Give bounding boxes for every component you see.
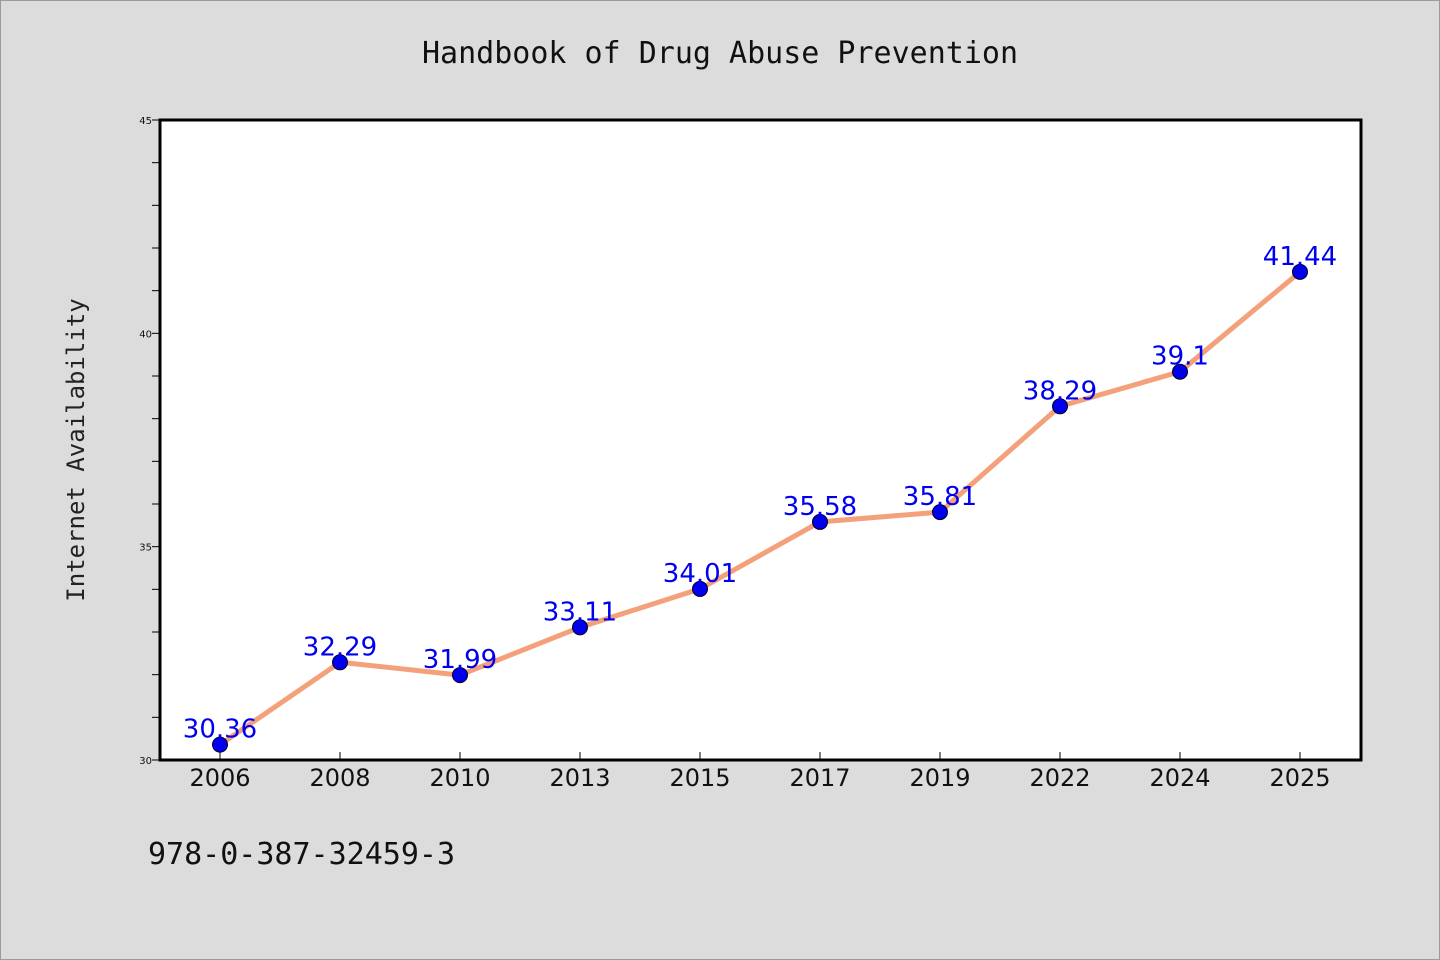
- data-point: [692, 580, 708, 597]
- data-label: 35.81: [903, 482, 977, 512]
- y-tick-label: 35: [139, 543, 152, 554]
- data-markers: [212, 263, 1308, 753]
- y-tick-label: 30: [139, 756, 152, 767]
- data-point: [1052, 398, 1068, 415]
- x-tick-label: 2008: [309, 764, 370, 792]
- x-tick-label: 2006: [189, 764, 250, 792]
- data-point: [212, 736, 228, 753]
- data-labels: 30.36 32.29 31.99 33.11 34.01 35.58 35.81 38.29…: [183, 242, 1337, 745]
- data-label: 35.58: [783, 492, 857, 522]
- y-axis-ticks: 30 35 40 45: [139, 116, 160, 767]
- data-label: 38.29: [1023, 376, 1097, 406]
- plot-area: [158, 118, 1363, 762]
- data-point: [932, 504, 948, 521]
- series-line: [218, 269, 1302, 747]
- data-label: 34.01: [663, 559, 737, 589]
- data-point: [452, 667, 468, 684]
- data-label: 32.29: [303, 632, 377, 662]
- data-label: 31.99: [423, 645, 497, 675]
- x-tick-label: 2013: [549, 764, 610, 792]
- y-axis-label: Internet Availability: [62, 298, 90, 601]
- x-tick-label: 2024: [1149, 764, 1210, 792]
- data-point: [1292, 263, 1308, 280]
- data-point: [1172, 363, 1188, 380]
- x-axis-ticks: 2006 2008 2010 2013 2015 2017 2019 2022 2024 2025: [189, 752, 1331, 792]
- chart-title: Handbook of Drug Abuse Prevention: [422, 36, 1018, 71]
- y-tick-label: 45: [139, 116, 152, 127]
- x-tick-label: 2010: [429, 764, 490, 792]
- data-label: 41.44: [1263, 242, 1337, 272]
- x-tick-label: 2015: [669, 764, 730, 792]
- data-label: 39.1: [1151, 342, 1209, 372]
- x-tick-label: 2017: [789, 764, 850, 792]
- y-tick-label: 40: [139, 329, 152, 340]
- x-tick-label: 2022: [1029, 764, 1090, 792]
- data-label: 30.36: [183, 715, 257, 745]
- data-label: 33.11: [543, 597, 617, 627]
- isbn-text: 978-0-387-32459-3: [148, 837, 455, 872]
- x-tick-label: 2025: [1269, 764, 1330, 792]
- data-point: [572, 619, 588, 636]
- data-point: [332, 654, 348, 671]
- data-point: [812, 513, 828, 530]
- x-tick-label: 2019: [909, 764, 970, 792]
